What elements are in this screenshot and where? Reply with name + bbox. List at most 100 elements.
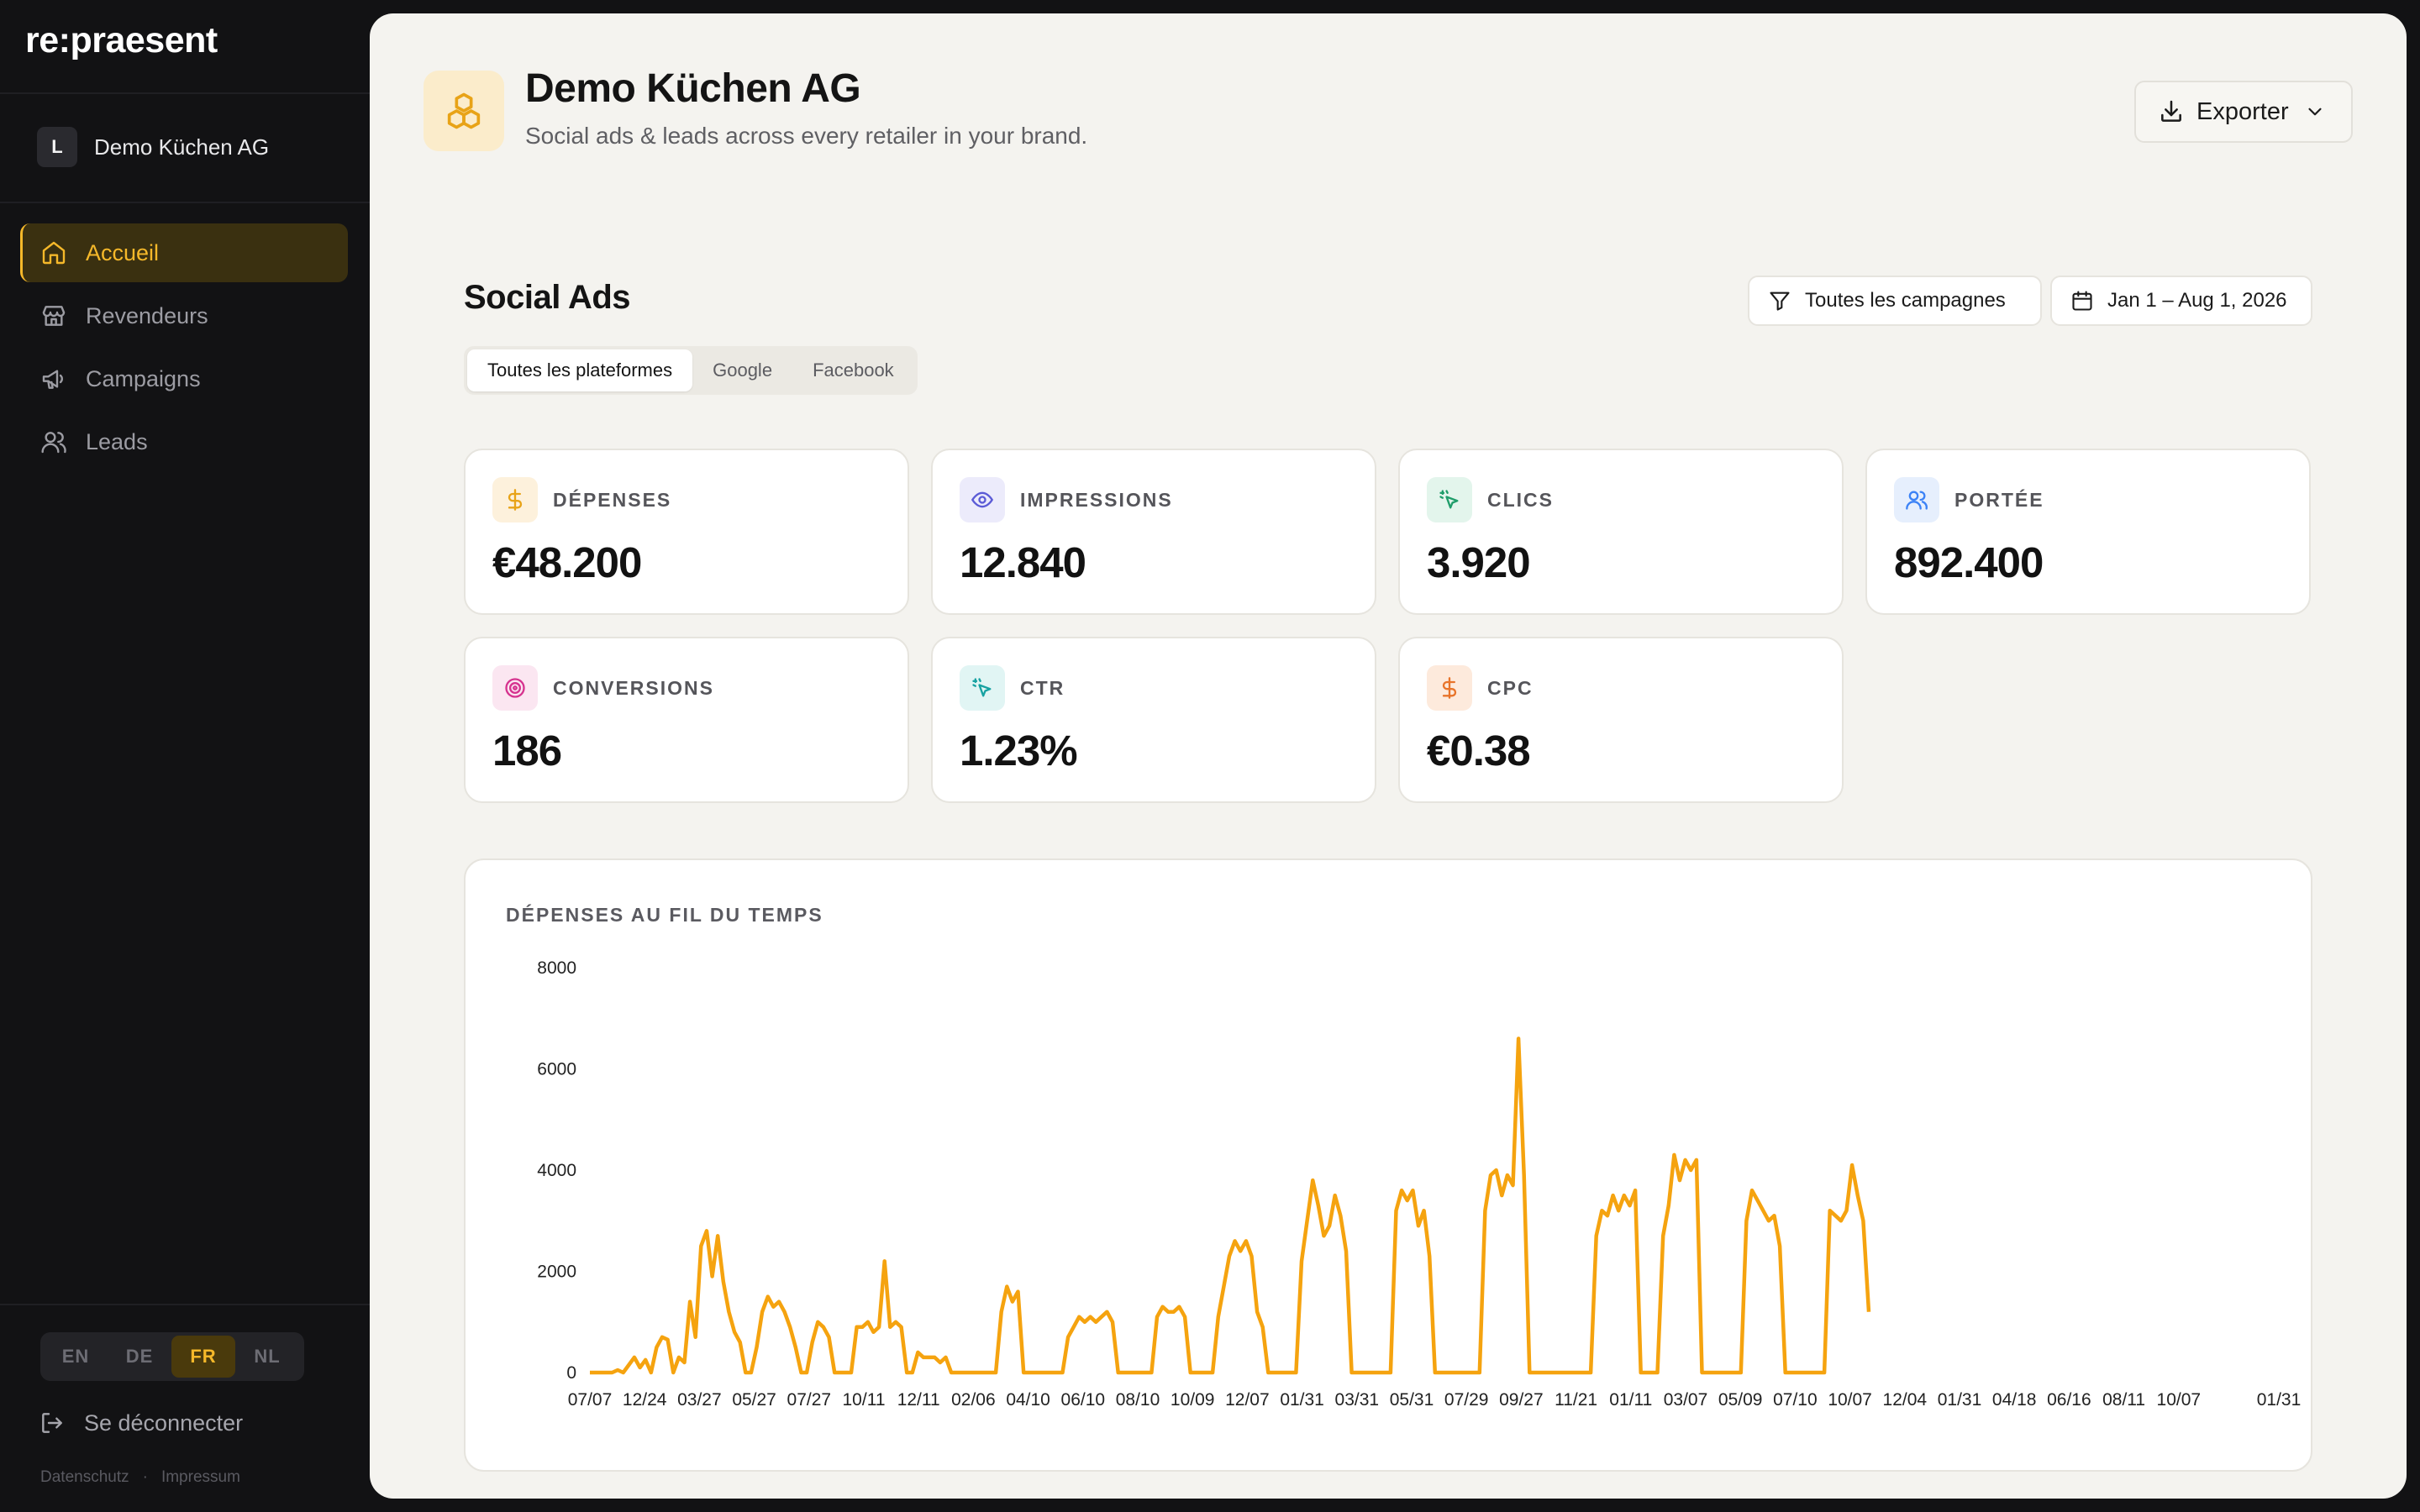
- x-tick-label: 08/11: [2102, 1390, 2145, 1410]
- tenant-avatar: L: [37, 127, 77, 167]
- sidebar-item-campaigns[interactable]: Campaigns: [20, 349, 348, 408]
- x-tick-label: 08/10: [1116, 1390, 1160, 1410]
- x-tick-label: 11/21: [1555, 1390, 1597, 1410]
- x-tick-label: 04/18: [1992, 1390, 2037, 1410]
- sidebar-item-label: Leads: [86, 428, 148, 454]
- logout-label: Se déconnecter: [84, 1410, 244, 1436]
- kpi-icon-box: [1427, 477, 1472, 522]
- kpi-icon-box: [960, 665, 1005, 711]
- home-icon: [42, 241, 66, 265]
- x-tick-label: 03/27: [677, 1390, 722, 1410]
- spend-chart-card: DÉPENSES AU FIL DU TEMPS 0 2000 4000 6000 80…: [464, 858, 2312, 1472]
- tenant-name: Demo Küchen AG: [94, 134, 270, 160]
- sidebar: re:praesent L Demo Küchen AG Accueil Rev…: [0, 0, 370, 1512]
- cursor-click-icon: [972, 678, 992, 697]
- date-range-label: Jan 1 – Aug 1, 2026: [2107, 289, 2287, 312]
- x-tick-label: 06/10: [1061, 1390, 1106, 1410]
- store-icon: [42, 306, 66, 326]
- kpi-icon-box: [1427, 665, 1472, 711]
- lang-fr-button[interactable]: FR: [171, 1336, 235, 1378]
- sidebar-divider: [0, 202, 370, 203]
- download-icon: [2161, 100, 2181, 122]
- export-label: Exporter: [2196, 97, 2289, 125]
- dollar-icon: [508, 489, 523, 511]
- sidebar-item-leads[interactable]: Leads: [20, 412, 348, 471]
- spend-series-line: [590, 1037, 1871, 1375]
- x-tick-label: 05/27: [732, 1390, 776, 1410]
- footer-links: Datenschutz · Impressum: [40, 1468, 240, 1487]
- date-range-button[interactable]: Jan 1 – Aug 1, 2026: [2050, 276, 2312, 326]
- megaphone-icon: [42, 370, 63, 389]
- x-tick-label: 10/11: [843, 1390, 886, 1410]
- kpi-value: 892.400: [1894, 538, 2044, 586]
- y-tick-label: 4000: [537, 1161, 576, 1180]
- export-button[interactable]: Exporter: [2134, 81, 2353, 143]
- kpi-value: €0.38: [1427, 727, 1531, 774]
- kpi-card-conversions: CONVERSIONS 186: [464, 637, 909, 803]
- page-title: Demo Küchen AG: [525, 66, 861, 111]
- x-tick-label: 03/31: [1335, 1390, 1380, 1410]
- kpi-value: 1.23%: [960, 727, 1078, 774]
- x-tick-label: 05/31: [1390, 1390, 1434, 1410]
- app-logo[interactable]: re:praesent: [25, 20, 218, 60]
- kpi-value: 12.840: [960, 538, 1086, 586]
- kpi-icon-box: [492, 665, 538, 711]
- logout-button[interactable]: Se déconnecter: [39, 1410, 243, 1436]
- footer-separator: ·: [142, 1468, 148, 1486]
- target-icon: [505, 678, 525, 698]
- kpi-label: CONVERSIONS: [553, 677, 714, 699]
- eye-icon: [971, 491, 994, 508]
- kpi-label: CTR: [1020, 677, 1065, 699]
- x-tick-label: 07/10: [1773, 1390, 1818, 1410]
- kpi-icon-box: [960, 477, 1005, 522]
- campaign-filter-button[interactable]: Toutes les campagnes: [1748, 276, 2042, 326]
- kpi-label: PORTÉE: [1954, 489, 2044, 511]
- tab-all-platforms[interactable]: Toutes les plateformes: [467, 349, 693, 391]
- tenant-switcher[interactable]: L Demo Küchen AG: [37, 126, 269, 168]
- users-icon: [41, 432, 66, 454]
- kpi-value: 186: [492, 727, 562, 774]
- kpi-icon-box: [492, 477, 538, 522]
- x-tick-label: 04/10: [1006, 1390, 1050, 1410]
- boxes-icon: [447, 92, 481, 129]
- platform-tabs: Toutes les plateformes Google Facebook: [464, 346, 918, 395]
- x-tick-label: 09/27: [1499, 1390, 1544, 1410]
- logout-icon: [42, 1413, 62, 1433]
- lang-de-button[interactable]: DE: [125, 1346, 154, 1367]
- sidebar-item-revendeurs[interactable]: Revendeurs: [20, 286, 348, 345]
- users-icon: [1906, 491, 1928, 510]
- language-switcher: EN DE FR NL: [40, 1332, 304, 1381]
- x-tick-label: 10/09: [1171, 1390, 1215, 1410]
- kpi-label: IMPRESSIONS: [1020, 489, 1173, 511]
- kpi-label: CLICS: [1487, 489, 1554, 511]
- kpi-label: DÉPENSES: [553, 489, 672, 511]
- lang-nl-button[interactable]: NL: [254, 1346, 281, 1367]
- x-tick-label: 03/07: [1664, 1390, 1708, 1410]
- main-panel: Demo Küchen AG Social ads & leads across…: [370, 13, 2407, 1499]
- chart-title: DÉPENSES AU FIL DU TEMPS: [506, 904, 823, 926]
- kpi-card-clics: CLICS 3.920: [1398, 449, 1844, 615]
- y-tick-label: 0: [566, 1363, 576, 1383]
- filter-icon: [1770, 291, 1790, 311]
- kpi-icon-box: [1894, 477, 1939, 522]
- sidebar-item-label: Revendeurs: [86, 302, 208, 328]
- x-tick-label: 05/09: [1718, 1390, 1763, 1410]
- y-tick-label: 6000: [537, 1060, 576, 1079]
- x-tick-label: 07/29: [1444, 1390, 1489, 1410]
- tab-google[interactable]: Google: [713, 360, 773, 381]
- kpi-card-impressions: IMPRESSIONS 12.840: [931, 449, 1376, 615]
- kpi-card-portee: PORTÉE 892.400: [1865, 449, 2311, 615]
- imprint-link[interactable]: Impressum: [160, 1468, 240, 1486]
- campaign-filter-label: Toutes les campagnes: [1805, 289, 2006, 312]
- x-tick-label: 01/31: [2257, 1390, 2302, 1410]
- tab-facebook[interactable]: Facebook: [813, 360, 894, 381]
- lang-en-button[interactable]: EN: [61, 1346, 90, 1367]
- kpi-value: €48.200: [492, 538, 642, 586]
- x-tick-label: 12/04: [1883, 1390, 1928, 1410]
- sidebar-item-accueil[interactable]: Accueil: [20, 223, 348, 282]
- x-tick-label: 01/31: [1280, 1390, 1324, 1410]
- privacy-link[interactable]: Datenschutz: [40, 1468, 129, 1486]
- x-tick-label: 10/07: [2157, 1390, 2202, 1410]
- chevron-down-icon: [2308, 108, 2322, 116]
- kpi-card-cpc: CPC €0.38: [1398, 637, 1844, 803]
